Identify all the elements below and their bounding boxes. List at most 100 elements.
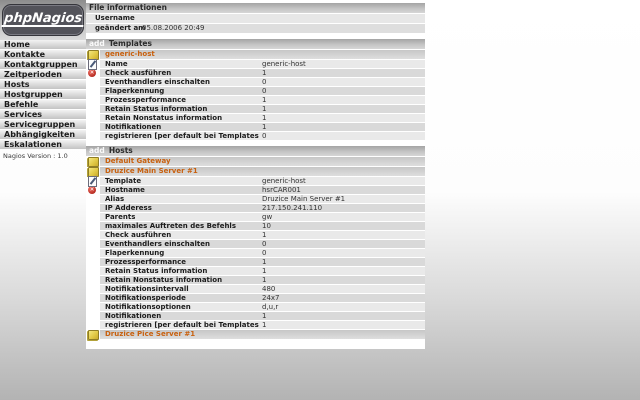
row-icon-gutter (86, 213, 100, 221)
row-stripe: Prozessperformance 1 (100, 258, 425, 266)
note-icon[interactable] (88, 156, 99, 167)
section-templates: add Templates generic-host Name generic-h… (86, 39, 425, 146)
row-value: 1 (262, 96, 267, 104)
entry-header: Druzice Main Server #1 (86, 166, 425, 177)
sidebar-item-hosts[interactable]: Hosts (0, 80, 86, 89)
row-stripe: Notifikationsintervall 480 (100, 285, 425, 293)
sidebar-item-label: Kontaktgruppen (4, 60, 78, 69)
row-icon-gutter (86, 240, 100, 248)
sidebar-item-befehle[interactable]: Befehle (0, 100, 86, 109)
table-row: Retain Status information 1 (86, 267, 425, 275)
row-value: 0 (262, 87, 267, 95)
table-row: Eventhandlers einschalten 0 (86, 78, 425, 86)
row-icon-gutter: ✕ (86, 186, 100, 194)
file-info-title: File informationen (89, 3, 167, 12)
row-icon-gutter (86, 58, 100, 70)
sidebar-menu: Home Kontakte Kontaktgruppen Zeitperiode… (0, 40, 86, 160)
sidebar-item-services[interactable]: Services (0, 110, 86, 119)
section-title: Hosts (108, 146, 133, 155)
entry-header: Default Gateway (86, 156, 425, 167)
entry-header: Druzice Pice Server #1 (86, 329, 425, 340)
row-icon-gutter (86, 222, 100, 230)
row-value: generic-host (262, 177, 306, 185)
edit-icon[interactable] (88, 175, 97, 187)
table-row: Parents gw (86, 213, 425, 221)
edit-icon[interactable] (88, 58, 97, 70)
row-icon-gutter (86, 267, 100, 275)
row-value: 1 (262, 312, 267, 320)
sidebar-item-hostgruppen[interactable]: Hostgruppen (0, 90, 86, 99)
row-stripe: Notifikationsperiode 24x7 (100, 294, 425, 302)
version-label: Nagios Version : 1.0 (3, 152, 68, 160)
row-stripe: IP Adderess 217.150.241.110 (100, 204, 425, 212)
row-value: 1 (262, 69, 267, 77)
row-label: Notifikationsperiode (105, 294, 186, 302)
sidebar-item-home[interactable]: Home (0, 40, 86, 49)
row-label: Notifikationsoptionen (105, 303, 191, 311)
row-value: 1 (262, 321, 267, 329)
table-row: Notifikationsoptionen d,u,r (86, 303, 425, 311)
section-body: Default Gateway Druzice Main Server #1 T… (86, 156, 425, 340)
row-icon-gutter (86, 258, 100, 266)
file-info-row: Username (86, 14, 425, 23)
table-row: ✕ Check ausführen 1 (86, 69, 425, 77)
delete-icon[interactable]: ✕ (88, 69, 96, 77)
entry-druzice-main-server-1[interactable]: Druzice Main Server #1 (100, 167, 425, 176)
file-info-label: geändert am (95, 24, 146, 32)
file-info-row: geändert am 05.08.2006 20:49 (86, 24, 425, 33)
row-stripe: Alias Druzice Main Server #1 (100, 195, 425, 203)
row-label: Alias (105, 195, 125, 203)
section-header: add Hosts (86, 146, 425, 156)
sidebar-item-label: Kontakte (4, 50, 46, 59)
row-stripe: Check ausführen 1 (100, 69, 425, 77)
file-info-rows: Username geändert am 05.08.2006 20:49 (86, 14, 425, 33)
table-row: Notifikationen 1 (86, 312, 425, 320)
entry-druzice-pice-server-1[interactable]: Druzice Pice Server #1 (100, 330, 425, 339)
logo-box[interactable]: phpNagios (1, 4, 85, 36)
sidebar-item-label: Services (4, 110, 43, 119)
sidebar-item-servicegruppen[interactable]: Servicegruppen (0, 120, 86, 129)
note-icon[interactable] (88, 329, 99, 340)
sidebar-item-eskalationen[interactable]: Eskalationen (0, 140, 86, 149)
row-label: IP Adderess (105, 204, 152, 212)
row-value: generic-host (262, 60, 306, 68)
row-label: Prozessperformance (105, 258, 186, 266)
row-icon-gutter (86, 249, 100, 257)
sidebar-item-label: Eskalationen (4, 140, 62, 149)
row-stripe: Parents gw (100, 213, 425, 221)
sidebar-item-zeitperioden[interactable]: Zeitperioden (0, 70, 86, 79)
row-value: 480 (262, 285, 276, 293)
row-label: Retain Nonstatus information (105, 276, 223, 284)
row-value: 1 (262, 123, 267, 131)
logo-text: phpNagios (1, 11, 85, 27)
row-label: Eventhandlers einschalten (105, 78, 210, 86)
sidebar-item-abh-ngigkeiten[interactable]: Abhängigkeiten (0, 130, 86, 139)
sidebar-item-label: Hosts (4, 80, 30, 89)
row-stripe: Prozessperformance 1 (100, 96, 425, 104)
row-icon-gutter (86, 114, 100, 122)
entry-icon-gutter (86, 329, 100, 340)
section-body: generic-host Name generic-host ✕ Check a… (86, 49, 425, 140)
entry-generic-host[interactable]: generic-host (100, 50, 425, 59)
table-row: Prozessperformance 1 (86, 96, 425, 104)
delete-icon[interactable]: ✕ (88, 186, 96, 194)
row-value: 0 (262, 249, 267, 257)
row-label: Retain Status information (105, 105, 208, 113)
row-value: 1 (262, 258, 267, 266)
logo: phpNagios (0, 0, 86, 40)
sidebar-item-label: Hostgruppen (4, 90, 63, 99)
row-stripe: maximales Auftreten des Befehls 10 (100, 222, 425, 230)
row-label: Parents (105, 213, 136, 221)
file-info-label: Username (95, 14, 135, 22)
entry-default-gateway[interactable]: Default Gateway (100, 157, 425, 166)
add-link[interactable]: add (89, 146, 105, 155)
table-row: ✕ Hostname hsrCAR001 (86, 186, 425, 194)
add-link[interactable]: add (89, 39, 105, 48)
row-stripe: Flaperkennung 0 (100, 87, 425, 95)
sidebar-item-kontakte[interactable]: Kontakte (0, 50, 86, 59)
row-label: Flaperkennung (105, 87, 165, 95)
sidebar-item-kontaktgruppen[interactable]: Kontaktgruppen (0, 60, 86, 69)
section-header: add Templates (86, 39, 425, 49)
sidebar-item-label: Zeitperioden (4, 70, 62, 79)
